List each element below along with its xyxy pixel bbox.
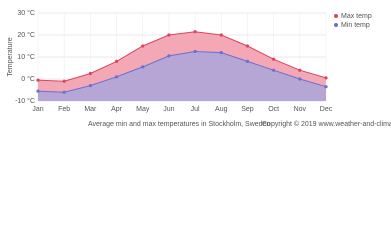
point [141, 65, 145, 69]
point [245, 59, 250, 64]
point [272, 68, 276, 72]
x-tick-label: Dec [320, 106, 333, 113]
y-tick-label: 10 °C [17, 53, 35, 61]
x-tick-label: Oct [268, 106, 279, 113]
point [219, 33, 223, 37]
copyright: Copyright © 2019 www.weather-and-climate… [262, 120, 391, 128]
x-tick-label: Jan [32, 106, 43, 113]
line [37, 50, 327, 93]
point [167, 54, 171, 58]
point [272, 57, 276, 61]
y-tick-label: 30 °C [17, 9, 35, 17]
line [37, 31, 327, 82]
x-tick-label: Apr [111, 106, 123, 113]
chart-title: Average min and max temperatures in Stoc… [88, 121, 270, 128]
point [324, 85, 328, 89]
x-tick-label: Nov [294, 106, 307, 113]
chart: Temperature Average min and max temperat… [7, 9, 391, 128]
point [36, 78, 40, 82]
point [167, 33, 171, 37]
x-tick-label: Jul [191, 106, 200, 113]
y-tick-label: -10 °C [15, 97, 35, 105]
point [114, 75, 119, 79]
point [245, 44, 250, 48]
legend-label: Min temp [341, 22, 370, 29]
y-axis-label: Temperature [7, 37, 14, 76]
point [141, 44, 145, 48]
x-tick-label: May [136, 106, 150, 113]
legend-swatch [334, 23, 338, 27]
x-tick-label: Jun [163, 106, 174, 113]
point [193, 49, 197, 54]
point [36, 89, 40, 93]
x-tick-label: Sep [241, 106, 254, 113]
point [298, 77, 302, 81]
y-tick-label: 20 °C [17, 31, 35, 39]
legend-label: Max temp [341, 13, 372, 20]
x-tick-label: Aug [215, 106, 228, 113]
y-tick-label: 0 °C [21, 75, 35, 83]
point [324, 76, 328, 80]
point [88, 71, 92, 76]
x-tick-label: Feb [58, 106, 70, 113]
x-tick-label: Mar [84, 106, 97, 113]
point [88, 84, 92, 88]
point [62, 79, 66, 83]
point [62, 90, 66, 94]
point [219, 51, 223, 55]
legend-swatch [334, 14, 338, 18]
point [193, 30, 197, 34]
point [114, 59, 119, 64]
point [298, 68, 302, 72]
